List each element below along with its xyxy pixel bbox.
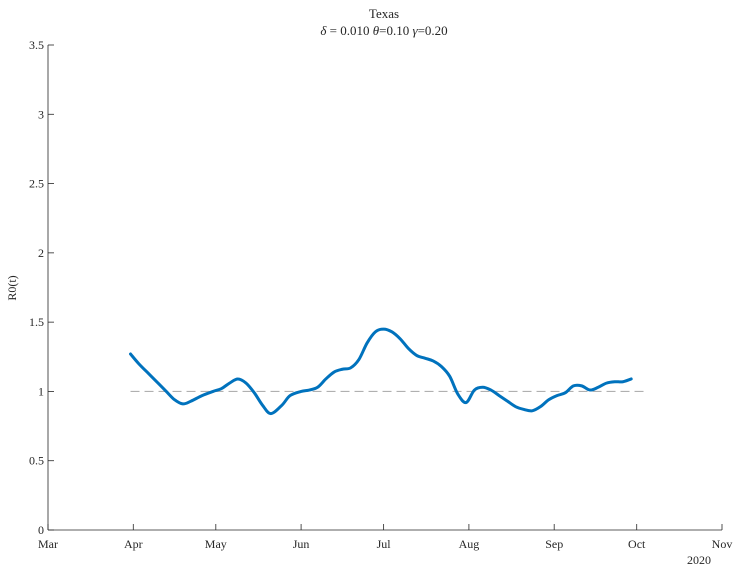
- x-tick-label: May: [205, 537, 227, 551]
- y-tick-label: 1: [38, 384, 44, 398]
- series-group: [129, 327, 633, 416]
- subtitle-symbol: δ: [320, 23, 327, 38]
- subtitle-symbol: θ: [373, 23, 380, 38]
- subtitle-text: =0.20: [418, 23, 448, 38]
- subtitle-symbol: γ: [412, 23, 418, 38]
- x-tick-label: Jun: [293, 537, 310, 551]
- year-label: 2020: [687, 553, 711, 567]
- subtitle-text: = 0.010: [326, 23, 372, 38]
- y-axis: 0 0.5 1 1.5 2 2.5 3 3.5: [29, 38, 54, 537]
- x-tick-label: Aug: [459, 537, 480, 551]
- y-tick-label: 2.5: [29, 177, 44, 191]
- x-tick-label: Apr: [124, 537, 143, 551]
- x-tick-label: Oct: [628, 537, 646, 551]
- x-tick-label: Mar: [38, 537, 58, 551]
- chart-subtitle: δ = 0.010 θ=0.10 γ=0.20: [320, 23, 447, 38]
- chart-title: Texas: [369, 6, 399, 21]
- y-tick-label: 0.5: [29, 454, 44, 468]
- x-tick-label: Nov: [712, 537, 733, 551]
- subtitle-text: =0.10: [379, 23, 412, 38]
- series-line-r0: [129, 327, 633, 416]
- y-tick-label: 3: [38, 107, 44, 121]
- y-tick-label: 2: [38, 246, 44, 260]
- x-axis: Mar Apr May Jun Jul Aug Sep Oct Nov: [38, 524, 732, 551]
- y-tick-label: 0: [38, 523, 44, 537]
- y-axis-label: R0(t): [5, 275, 19, 300]
- y-tick-label: 3.5: [29, 38, 44, 52]
- y-tick-label: 1.5: [29, 315, 44, 329]
- x-tick-label: Jul: [377, 537, 392, 551]
- x-tick-label: Sep: [545, 537, 563, 551]
